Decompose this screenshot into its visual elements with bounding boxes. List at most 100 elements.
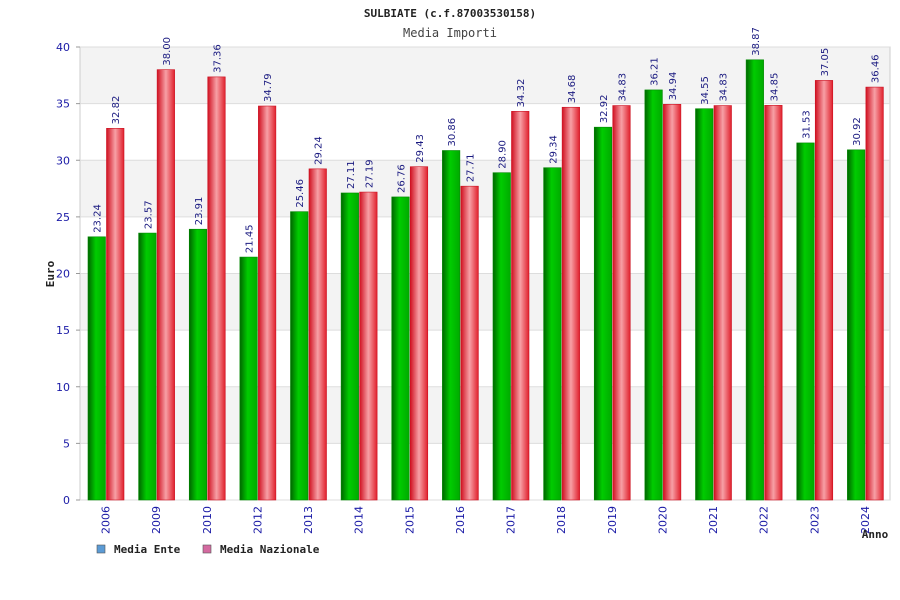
x-axis-label: Anno xyxy=(862,528,889,541)
bar-media-ente xyxy=(138,232,157,501)
chart-title: SULBIATE (c.f.87003530158) xyxy=(364,7,536,20)
data-label: 29.34 xyxy=(548,135,559,164)
x-tick-label: 2016 xyxy=(454,506,467,534)
bar-media-nazionale xyxy=(612,105,631,501)
data-label: 23.91 xyxy=(194,197,205,226)
data-label: 29.43 xyxy=(415,134,426,163)
y-tick-label: 40 xyxy=(56,41,70,54)
data-label: 36.21 xyxy=(650,57,661,86)
data-label: 37.36 xyxy=(213,44,224,73)
bar-media-ente xyxy=(543,167,562,501)
data-label: 32.82 xyxy=(111,96,122,125)
plot-band xyxy=(80,47,890,104)
bar-media-nazionale xyxy=(814,80,834,501)
bar-media-ente xyxy=(695,108,714,501)
bar-media-ente xyxy=(391,196,410,501)
data-label: 23.24 xyxy=(93,204,104,233)
bar-media-ente xyxy=(290,211,309,501)
x-tick-label: 2012 xyxy=(251,506,264,534)
bar-media-ente xyxy=(593,126,613,501)
bar-media-nazionale xyxy=(156,69,175,501)
bar-media-nazionale xyxy=(106,128,125,501)
data-label: 27.11 xyxy=(346,160,357,189)
bar-media-nazionale xyxy=(561,106,580,501)
data-label: 27.19 xyxy=(364,159,375,188)
x-tick-label: 2017 xyxy=(505,506,518,534)
bar-media-nazionale xyxy=(713,105,732,501)
bar-media-nazionale xyxy=(207,76,226,501)
bar-media-ente xyxy=(188,228,208,501)
bar-media-nazionale xyxy=(460,185,479,501)
data-label: 26.76 xyxy=(397,164,408,193)
data-label: 25.46 xyxy=(295,179,306,208)
y-tick-label: 5 xyxy=(63,437,70,450)
x-tick-label: 2021 xyxy=(707,506,720,534)
data-label: 31.53 xyxy=(802,110,813,139)
bar-media-ente xyxy=(492,172,511,501)
legend-label: Media Ente xyxy=(114,543,181,556)
data-label: 36.46 xyxy=(871,54,882,83)
x-tick-label: 2018 xyxy=(555,506,568,534)
x-tick-label: 2022 xyxy=(758,506,771,534)
data-label: 23.57 xyxy=(143,200,154,229)
bar-media-nazionale xyxy=(663,104,682,501)
x-tick-label: 2009 xyxy=(150,506,163,534)
legend-swatch xyxy=(202,544,212,554)
bar-media-ente xyxy=(239,256,258,501)
x-tick-label: 2013 xyxy=(302,506,315,534)
x-tick-label: 2006 xyxy=(100,506,113,534)
bar-media-nazionale xyxy=(511,111,530,501)
data-label: 38.87 xyxy=(751,27,762,56)
x-tick-label: 2019 xyxy=(606,506,619,534)
x-tick-label: 2015 xyxy=(403,506,416,534)
x-tick-label: 2024 xyxy=(859,506,872,534)
data-label: 34.55 xyxy=(700,76,711,105)
bar-media-nazionale xyxy=(308,168,327,501)
data-label: 27.71 xyxy=(466,154,477,183)
bar-media-nazionale xyxy=(865,86,884,501)
bar-media-ente xyxy=(87,236,106,501)
data-label: 34.83 xyxy=(618,73,629,102)
data-label: 29.24 xyxy=(314,136,325,165)
bar-media-nazionale xyxy=(764,105,783,501)
bar-media-ente xyxy=(442,150,461,501)
data-label: 30.86 xyxy=(447,118,458,147)
chart-subtitle: Media Importi xyxy=(403,26,497,40)
data-label: 34.68 xyxy=(567,75,578,104)
data-label: 34.83 xyxy=(719,73,730,102)
bar-media-nazionale xyxy=(359,191,378,501)
y-tick-label: 30 xyxy=(56,154,70,167)
data-label: 34.32 xyxy=(516,79,527,108)
x-tick-label: 2010 xyxy=(201,506,214,534)
y-tick-label: 20 xyxy=(56,268,70,281)
y-tick-label: 25 xyxy=(56,211,70,224)
y-tick-label: 15 xyxy=(56,324,70,337)
data-label: 28.90 xyxy=(498,140,509,169)
bar-media-ente xyxy=(796,142,815,501)
legend-swatch xyxy=(96,544,106,554)
data-label: 34.94 xyxy=(668,72,679,101)
y-tick-label: 0 xyxy=(63,494,70,507)
bars-group xyxy=(87,59,884,501)
legend: Media Ente Media Nazionale xyxy=(96,543,320,556)
data-label: 32.92 xyxy=(599,95,610,124)
bar-media-ente xyxy=(644,89,663,501)
y-tick-labels: 0 5 10 15 20 25 30 35 40 xyxy=(56,41,70,507)
y-axis-label: Euro xyxy=(44,260,57,287)
y-tick-label: 35 xyxy=(56,98,70,111)
data-label: 34.79 xyxy=(263,73,274,102)
data-labels-group: 23.24 32.82 23.57 38.00 23.91 37.36 21.45 34.79… xyxy=(93,27,882,253)
data-label: 21.45 xyxy=(245,224,256,253)
data-label: 37.05 xyxy=(820,48,831,77)
bar-media-ente xyxy=(847,149,866,501)
x-tick-label: 2023 xyxy=(808,506,821,534)
data-label: 34.85 xyxy=(769,73,780,102)
data-label: 30.92 xyxy=(852,117,863,146)
y-tick-label: 10 xyxy=(56,381,70,394)
x-tick-label: 2020 xyxy=(656,506,669,534)
x-tick-label: 2014 xyxy=(353,506,366,534)
bar-media-nazionale xyxy=(258,105,277,501)
bar-media-nazionale xyxy=(409,166,429,501)
legend-label: Media Nazionale xyxy=(220,543,320,556)
